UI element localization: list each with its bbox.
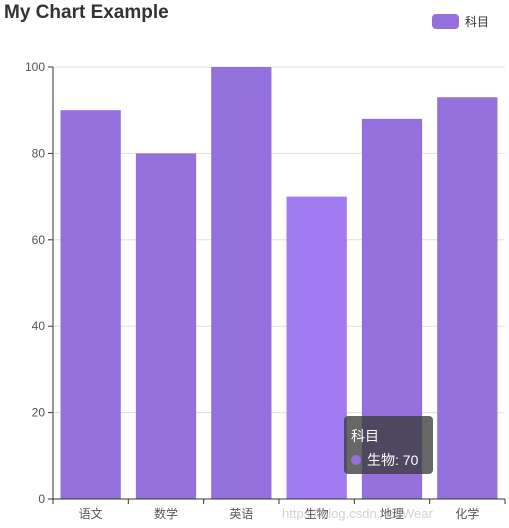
tooltip-text: 生物: 70 <box>367 452 419 468</box>
tooltip-dot <box>351 455 361 465</box>
x-tick-label: 语文 <box>79 506 103 521</box>
watermark: https://blog.csdn.net/Wear <box>282 506 433 521</box>
bar-2[interactable] <box>211 67 272 499</box>
x-tick-label: 地理 <box>380 507 404 521</box>
y-tick-label: 80 <box>32 146 46 160</box>
x-tick-label: 英语 <box>229 507 253 521</box>
y-axis-ticks: 0 20 40 60 80 100 <box>25 60 54 506</box>
legend-swatch <box>432 14 459 29</box>
y-tick-label: 40 <box>32 319 46 333</box>
y-tick-label: 100 <box>25 60 45 74</box>
x-tick-label: 生物 <box>305 507 329 521</box>
x-axis: 语文 数学 英语 生物 地理 化学 <box>52 498 506 521</box>
x-tick-label: 数学 <box>154 506 178 521</box>
y-tick-label: 0 <box>38 492 45 506</box>
y-tick-label: 20 <box>32 406 46 420</box>
bar-3[interactable] <box>286 196 347 499</box>
bar-5[interactable] <box>437 97 498 500</box>
grid-lines <box>53 66 505 414</box>
bar-1[interactable] <box>135 153 197 499</box>
tooltip-row: 生物: 70 <box>351 450 418 470</box>
legend[interactable]: 科目 <box>432 13 489 30</box>
legend-label: 科目 <box>465 15 490 29</box>
bar-0[interactable] <box>60 110 121 499</box>
bars <box>60 67 498 500</box>
x-tick-label: 化学 <box>455 506 479 521</box>
chart-title: My Chart Example <box>4 2 169 23</box>
tooltip: 科目 生物: 70 <box>344 416 433 474</box>
tooltip-title: 科目 <box>351 428 379 444</box>
y-tick-label: 60 <box>32 233 46 247</box>
